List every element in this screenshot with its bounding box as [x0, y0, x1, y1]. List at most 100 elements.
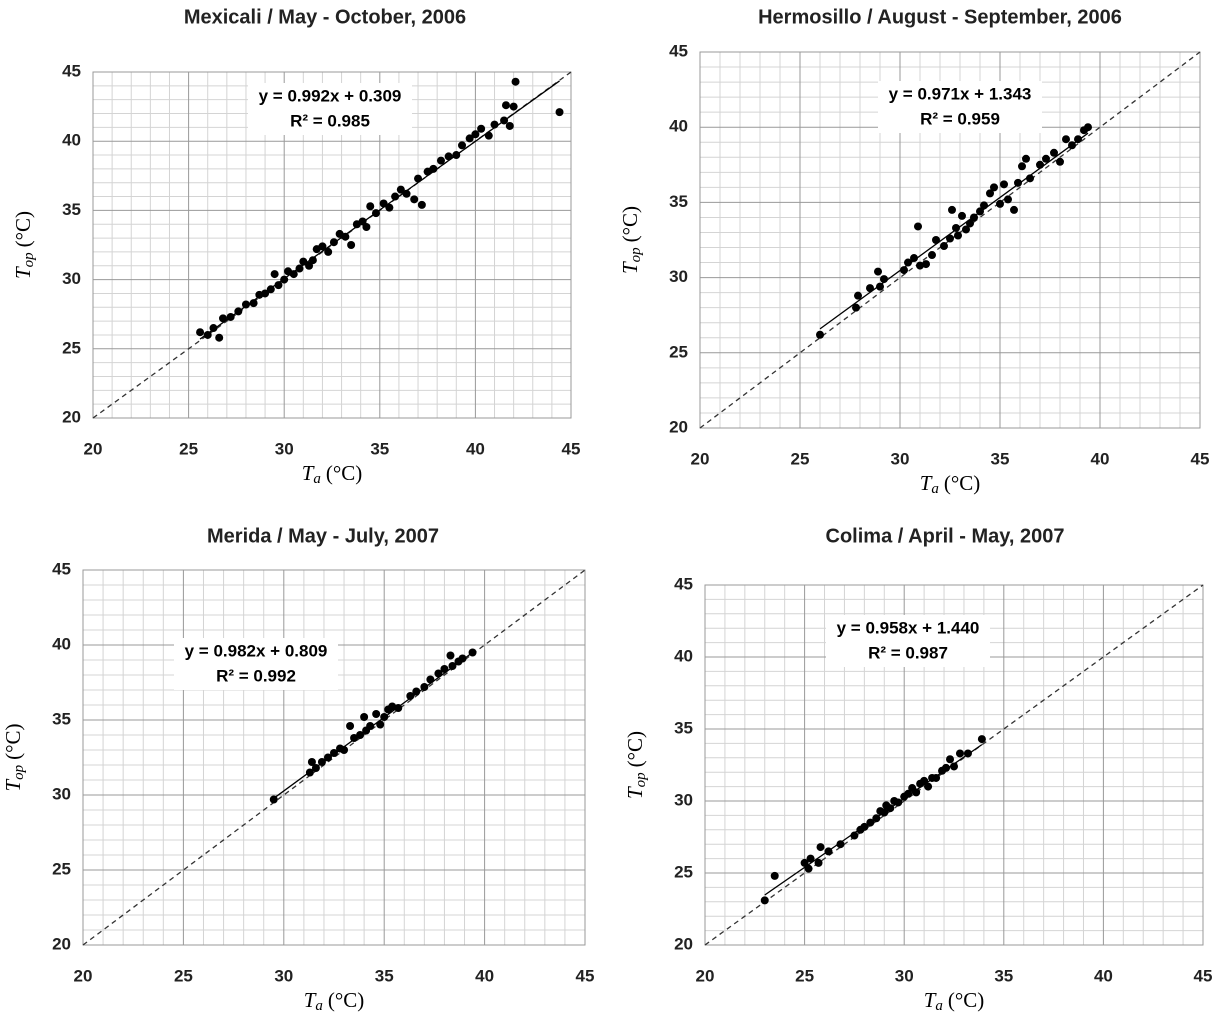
data-point	[289, 270, 298, 279]
data-point	[760, 896, 769, 905]
equation-label: y = 0.992x + 0.309	[259, 86, 402, 105]
r2-label: R² = 0.992	[216, 666, 296, 685]
data-point	[996, 199, 1004, 208]
data-point	[444, 152, 453, 161]
x-tick-label: 20	[74, 966, 93, 985]
data-point	[305, 768, 314, 777]
data-point	[952, 223, 960, 232]
data-point	[1050, 148, 1058, 157]
y-tick-label: 40	[52, 634, 71, 653]
data-point	[1036, 160, 1044, 169]
data-point	[854, 291, 862, 300]
chart-title: Mexicali / May - October, 2006	[184, 6, 466, 28]
x-axis-label: Ta (°C)	[924, 988, 985, 1012]
data-point	[341, 232, 350, 241]
data-point	[299, 257, 308, 266]
annotation-box	[826, 615, 990, 667]
data-point	[928, 251, 936, 260]
data-point	[410, 195, 419, 204]
data-point	[866, 818, 875, 827]
x-tick-label: 40	[466, 439, 485, 458]
data-point	[308, 256, 317, 265]
data-point	[412, 687, 421, 696]
chart-title: Hermosillo / August - September, 2006	[758, 6, 1122, 28]
y-tick-label: 20	[669, 417, 688, 436]
data-point	[1000, 180, 1008, 189]
x-tick-label: 20	[696, 966, 715, 985]
axis-symbol: T	[1, 779, 25, 792]
x-axis-label: Ta (°C)	[920, 471, 981, 498]
data-point	[1068, 141, 1076, 150]
data-point	[448, 662, 457, 670]
data-point	[1004, 195, 1012, 204]
data-point	[270, 270, 279, 279]
data-point	[954, 231, 962, 240]
data-point	[1026, 174, 1034, 183]
data-point	[219, 314, 228, 323]
y-tick-label: 30	[669, 267, 688, 286]
data-point	[850, 831, 859, 840]
axis-subscript: op	[21, 252, 37, 268]
data-point	[347, 241, 356, 249]
data-point	[434, 669, 443, 678]
data-point	[900, 266, 908, 275]
data-point	[215, 333, 224, 342]
data-point	[866, 284, 874, 293]
x-tick-label: 35	[370, 439, 389, 458]
annotation-box	[248, 83, 412, 135]
axis-unit: (°C)	[328, 988, 364, 1012]
data-point	[986, 189, 994, 198]
axis-unit: (°C)	[944, 471, 980, 495]
y-tick-label: 30	[62, 269, 81, 288]
axis-subscript: op	[11, 764, 27, 780]
data-point	[990, 183, 998, 192]
data-point	[955, 749, 964, 758]
x-tick-label: 35	[994, 966, 1013, 985]
y-axis-label: Top (°C)	[623, 731, 650, 799]
panel: Merida / May - July, 2007 20 25 30 35 40 45 20 2…	[1, 525, 595, 1012]
data-point	[910, 254, 918, 263]
data-point	[402, 189, 411, 198]
y-tick-label: 45	[62, 61, 81, 80]
data-point	[477, 124, 486, 133]
data-point	[814, 858, 823, 867]
data-point	[311, 764, 320, 772]
data-point	[324, 247, 333, 256]
data-point	[946, 755, 955, 764]
data-point	[894, 798, 903, 807]
axis-symbol: T	[924, 988, 937, 1012]
equation-label: y = 0.982x + 0.809	[185, 641, 328, 660]
data-point	[234, 307, 243, 316]
data-point	[920, 776, 929, 785]
x-axis-label: Ta (°C)	[304, 988, 365, 1012]
x-tick-label: 25	[795, 966, 814, 985]
y-tick-label: 40	[674, 646, 693, 665]
data-point	[912, 788, 921, 797]
data-point	[362, 223, 371, 232]
data-point	[406, 692, 415, 700]
data-point	[886, 804, 895, 813]
axis-subscript: a	[935, 998, 943, 1012]
axis-subscript: a	[931, 481, 939, 497]
x-tick-label: 30	[275, 439, 294, 458]
data-point	[948, 205, 956, 214]
data-point	[317, 758, 326, 766]
data-point	[329, 238, 338, 247]
chart-title: Colima / April - May, 2007	[826, 525, 1065, 547]
data-point	[203, 330, 212, 339]
data-point	[366, 202, 375, 211]
r2-label: R² = 0.959	[920, 109, 1000, 128]
y-tick-label: 25	[52, 859, 71, 878]
data-point	[446, 651, 455, 660]
data-point	[1074, 135, 1082, 144]
data-point	[976, 207, 984, 216]
y-tick-label: 30	[674, 790, 693, 809]
data-point	[922, 260, 930, 269]
data-point	[388, 702, 397, 711]
data-point	[318, 242, 327, 251]
data-point	[555, 108, 564, 117]
axis-unit: (°C)	[326, 461, 362, 485]
axis-unit: (°C)	[948, 988, 984, 1012]
x-tick-label: 45	[1194, 966, 1213, 985]
